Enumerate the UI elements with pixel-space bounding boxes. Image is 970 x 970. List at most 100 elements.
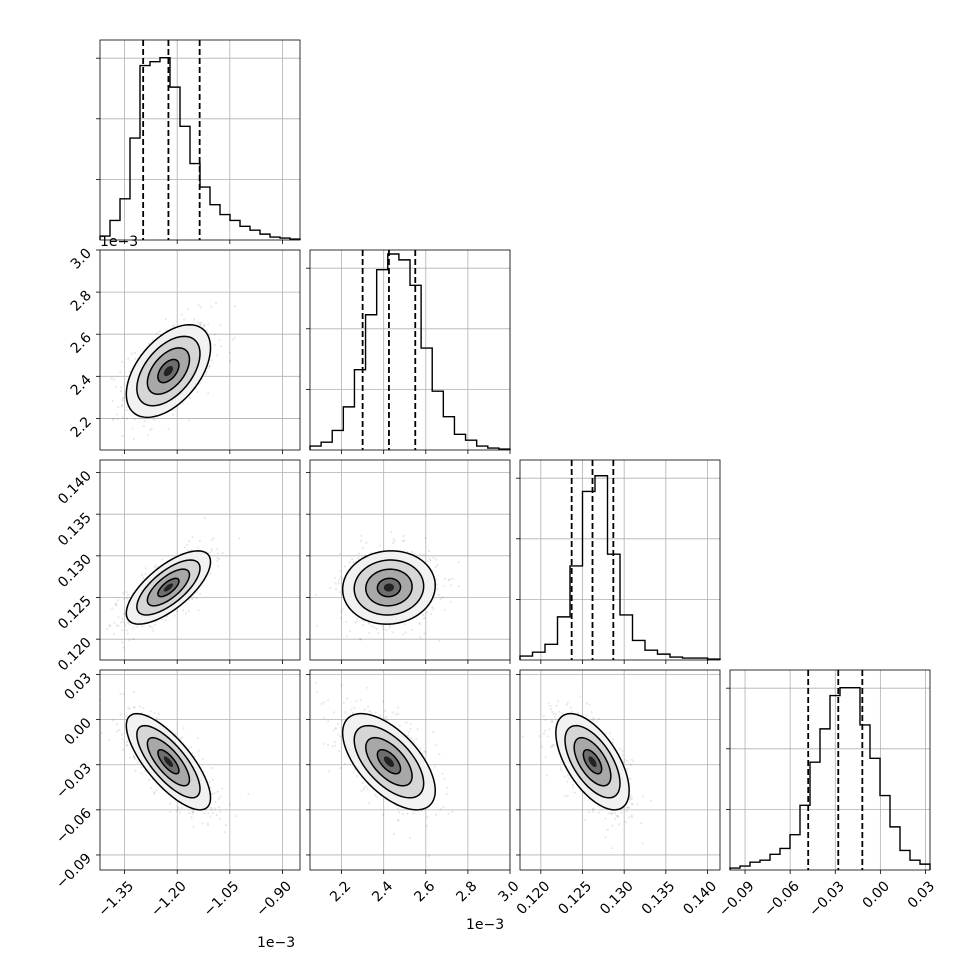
contour-line xyxy=(353,559,425,616)
sample-point xyxy=(556,700,560,703)
sample-point xyxy=(165,615,169,618)
sample-point xyxy=(338,570,342,573)
offset-text: 1e−3 xyxy=(257,935,295,951)
sample-point xyxy=(446,786,449,789)
density-core xyxy=(163,583,174,592)
offset-text: 1e−3 xyxy=(466,917,504,933)
sample-point xyxy=(188,397,191,400)
sample-point xyxy=(178,811,182,814)
sample-point xyxy=(193,755,197,759)
sample-point xyxy=(615,814,618,817)
sample-point xyxy=(199,306,202,309)
density-core xyxy=(163,365,174,377)
x-tick-label: 0.135 xyxy=(639,878,679,918)
sample-point xyxy=(223,830,226,834)
contour-line xyxy=(365,568,413,607)
sample-point xyxy=(428,557,431,560)
sample-point xyxy=(447,812,450,815)
sample-point xyxy=(554,712,557,716)
sample-point xyxy=(171,325,174,328)
sample-point xyxy=(219,795,222,798)
sample-point xyxy=(406,812,409,815)
sample-point xyxy=(233,336,236,339)
contour-line xyxy=(157,358,180,384)
sample-point xyxy=(353,767,356,771)
sample-point xyxy=(132,755,135,758)
y-tick-label: −0.06 xyxy=(53,805,95,847)
sample-point xyxy=(126,597,129,600)
sample-point xyxy=(205,329,208,332)
sample-point xyxy=(332,729,335,732)
sample-point xyxy=(224,823,227,827)
sample-point xyxy=(381,625,384,628)
sample-point xyxy=(209,786,212,789)
sample-point xyxy=(120,405,123,408)
panel-3-0 xyxy=(99,669,301,871)
sample-point xyxy=(177,807,180,810)
axis-frame xyxy=(519,459,721,661)
sample-point xyxy=(551,743,554,746)
sample-point xyxy=(114,385,118,388)
sample-point xyxy=(203,812,206,815)
sample-point xyxy=(343,565,347,568)
sample-point xyxy=(420,809,424,812)
sample-point xyxy=(123,612,126,616)
sample-point xyxy=(128,639,131,642)
sample-point xyxy=(616,814,619,817)
sample-point xyxy=(154,564,157,567)
contour-line xyxy=(341,712,437,811)
sample-point xyxy=(197,749,200,752)
sample-point xyxy=(363,786,366,789)
sample-point xyxy=(457,561,460,564)
sample-point xyxy=(571,783,574,787)
sample-point xyxy=(351,711,355,714)
sample-point xyxy=(451,577,454,580)
x-tick-label: −0.90 xyxy=(253,878,295,920)
sample-point xyxy=(133,756,136,760)
x-tick-label: 2.2 xyxy=(327,878,354,905)
sample-point xyxy=(121,748,125,752)
sample-point xyxy=(341,577,344,580)
sample-point xyxy=(117,405,120,408)
sample-point xyxy=(125,740,129,743)
sample-point xyxy=(620,811,623,815)
sample-point xyxy=(334,727,338,730)
sample-point xyxy=(426,816,429,819)
sample-point xyxy=(117,616,120,619)
sample-point xyxy=(548,728,551,731)
sample-point xyxy=(435,578,438,581)
sample-point xyxy=(604,836,607,839)
sample-point xyxy=(115,602,118,605)
sample-point xyxy=(143,769,147,772)
sample-point xyxy=(184,612,187,615)
sample-point xyxy=(147,714,150,717)
sample-point xyxy=(125,417,129,420)
sample-point xyxy=(337,581,340,585)
sample-point xyxy=(641,842,644,845)
sample-point xyxy=(359,539,363,542)
sample-point xyxy=(418,622,421,626)
sample-point xyxy=(422,617,425,620)
sample-point xyxy=(307,729,309,731)
sample-point xyxy=(153,712,156,715)
sample-point xyxy=(209,573,212,576)
panel-1-0 xyxy=(99,249,301,451)
sample-point xyxy=(356,617,359,620)
density-core xyxy=(163,756,174,768)
sample-point xyxy=(388,626,391,629)
sample-point xyxy=(122,620,125,624)
sample-point xyxy=(385,628,388,632)
sample-point xyxy=(121,416,124,419)
sample-point xyxy=(587,798,590,801)
histogram-line xyxy=(309,253,511,450)
sample-point xyxy=(115,624,119,627)
sample-point xyxy=(328,770,331,773)
sample-point xyxy=(385,715,388,719)
sample-point xyxy=(121,397,124,400)
sample-point xyxy=(174,732,177,735)
hist-panel-3 xyxy=(726,669,931,871)
sample-point xyxy=(215,301,218,305)
x-tick-label: 0.120 xyxy=(514,878,554,918)
contour-line xyxy=(341,550,437,625)
sample-point xyxy=(148,342,151,345)
